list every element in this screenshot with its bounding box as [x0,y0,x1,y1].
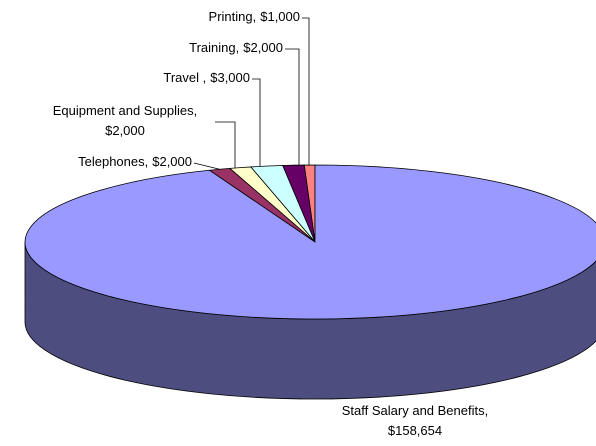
pie-slice [24,164,596,320]
leader-line [252,78,261,167]
label-value: $2,000 [105,123,145,138]
label-category: Staff Salary and Benefits, [342,403,488,418]
label-value: $2,000 [152,154,192,169]
data-label: Equipment and Supplies, $2,000 [53,103,198,138]
data-label: Telephones, $2,000 [78,154,192,169]
leader-line [193,162,220,170]
data-label: Printing, $1,000 [209,9,300,24]
leader-line [302,17,310,166]
label-value: $2,000 [243,40,283,55]
data-label: Training, $2,000 [189,40,283,55]
leader-line [285,48,300,166]
label-category: Training, [189,40,239,55]
leader-line [215,121,236,168]
label-category: Equipment and Supplies, [53,103,198,118]
data-label: Travel , $3,000 [163,70,250,85]
label-category: Telephones, [78,154,148,169]
label-value: $3,000 [210,70,250,85]
label-value: $158,654 [388,423,442,438]
data-label: Staff Salary and Benefits, $158,654 [342,403,488,438]
label-category: Travel , [163,70,206,85]
label-category: Printing, [209,9,257,24]
label-value: $1,000 [260,9,300,24]
